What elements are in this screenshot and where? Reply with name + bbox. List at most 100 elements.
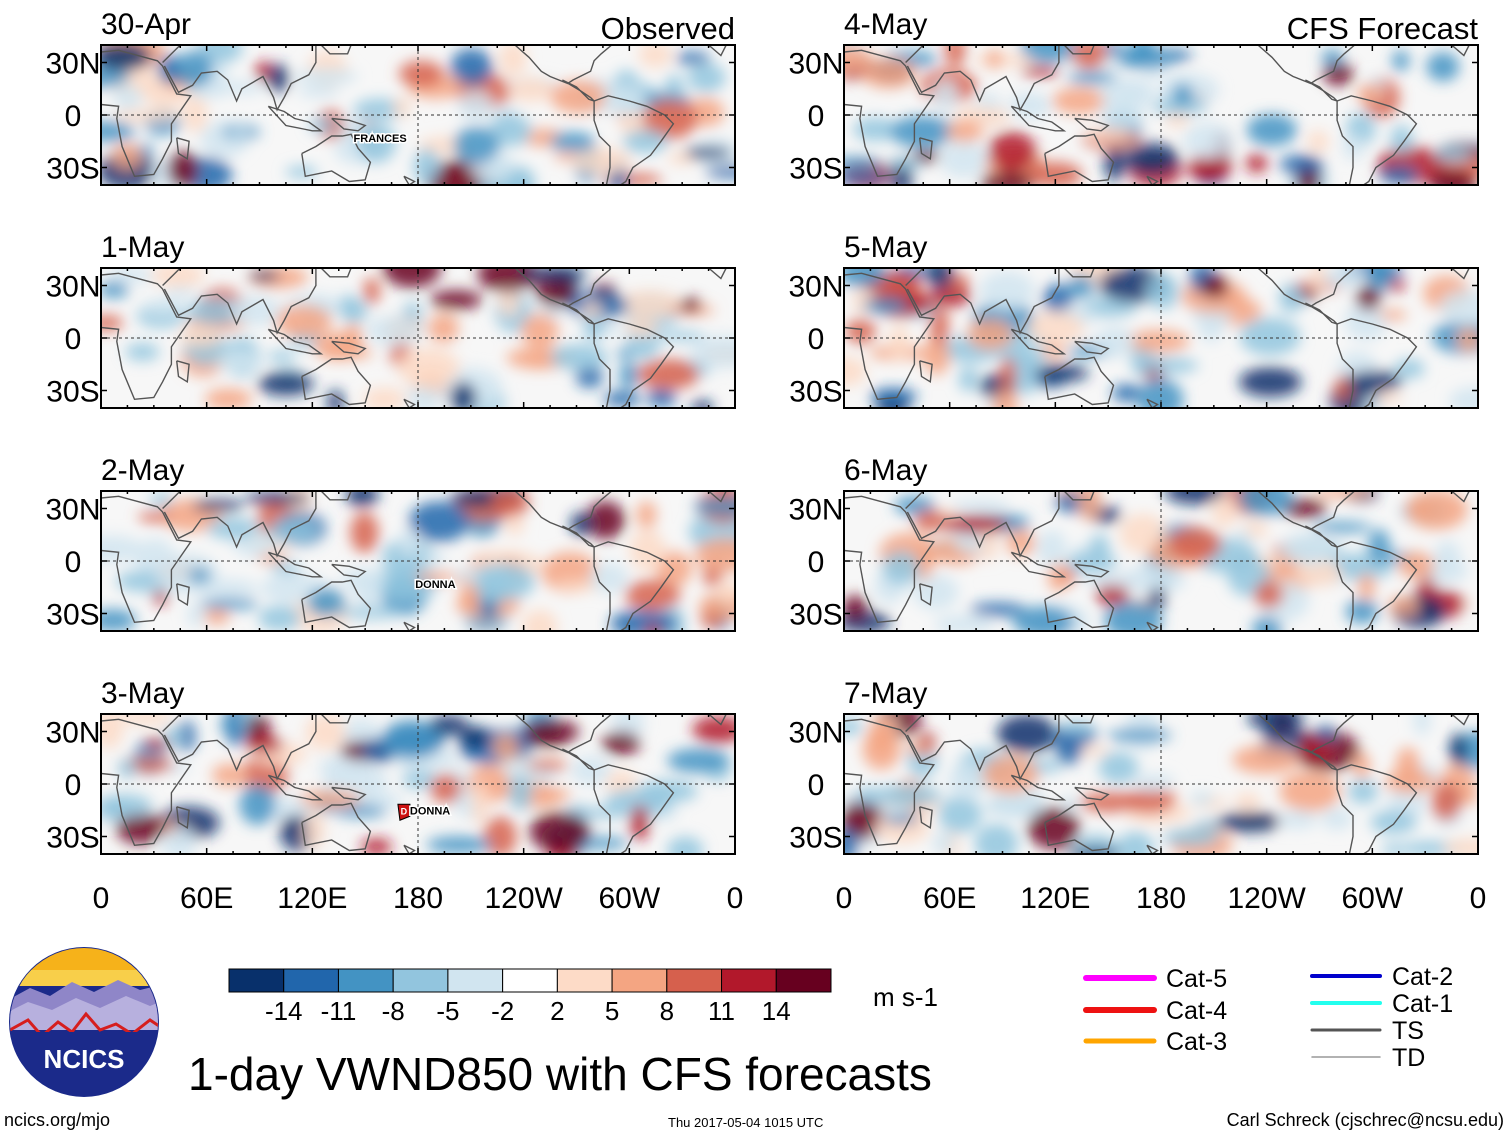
contour-blob [1006,529,1036,557]
coastline [844,49,936,178]
contour-blob [1435,148,1473,163]
contour-blob [1310,268,1328,293]
coastline [1010,774,1067,801]
coastline [919,137,933,160]
contour-blob [992,387,1018,408]
contour-blob [844,268,886,288]
contour-blob [694,537,735,573]
contour-blob [216,351,265,374]
colorbar-tick-label: -8 [382,996,405,1026]
coastline [320,714,352,724]
contour-blob [490,491,530,518]
colorbar-swatch [721,968,777,993]
coastline [1161,714,1470,754]
contour-blob [522,609,558,631]
contour-blob [1149,587,1167,609]
contour-blob [1077,491,1101,521]
colorbar-tick-label: 5 [605,996,619,1026]
contour-blob [1279,155,1324,174]
panel-date-label: 30-Apr [101,8,191,41]
coastline [162,714,317,781]
contour-blob [296,86,340,98]
y-tick-label: 30N [45,494,100,527]
contour-blob [629,529,666,572]
contour-blob [948,761,988,801]
contour-blob [1131,773,1176,791]
colorbar-swatch [392,968,449,993]
contour-blob [944,45,966,67]
contour-blob [535,272,578,308]
contour-blob [1405,491,1468,530]
contour-blob [149,493,173,506]
coastline [1074,786,1110,801]
legend-label-cat-4: Cat-4 [1166,997,1227,1025]
contour-blob [1042,284,1074,314]
contour-blob [406,384,442,408]
colorbar-tick-label: 11 [708,996,735,1026]
y-tick-label: 0 [808,100,825,133]
contour-blob [1449,732,1468,766]
coastline [1336,318,1418,408]
contour-blob [636,500,657,529]
ncics-logo: NCICS [9,947,159,1097]
coastline [1063,45,1095,55]
coastline [320,45,352,55]
contour-blob [1345,599,1379,624]
contour-blob [1146,273,1180,310]
contour-blob [974,823,1019,854]
wind-field [101,714,735,854]
coastline [403,844,416,854]
coastline [1161,268,1470,308]
coastline [1010,551,1067,578]
contour-blob [308,117,337,133]
contour-blob [398,60,444,87]
y-tick-label: 30S [789,822,842,855]
legend-label-cat-5: Cat-5 [1166,965,1227,993]
contour-blob [113,109,181,123]
field-contours [844,45,1478,185]
contour-blob [338,606,403,619]
coastline [162,491,317,558]
contour-blob [929,306,949,347]
contour-blob [967,319,1014,350]
coastline [844,495,936,624]
coastline [919,583,933,606]
coastline [331,563,367,578]
x-tick-label: 60W [598,882,660,915]
contour-blob [604,788,673,817]
contour-blob [117,758,137,779]
contour-blob [230,127,250,138]
footer-site[interactable]: ncics.org/mjo [4,1110,111,1130]
contour-blob [499,45,527,76]
contour-blob [112,143,143,169]
contour-blob [1378,309,1408,321]
contour-blob [950,499,1010,512]
wind-field [101,45,735,185]
contour-blob [363,387,407,408]
contour-blob [350,512,379,553]
contour-blob [1247,714,1305,730]
contour-blob [1030,364,1089,382]
contour-blob [1104,146,1126,181]
legend-label-ts: TS [1392,1017,1424,1045]
contour-blob [1095,582,1130,607]
contour-blob [570,755,611,786]
contour-blob [267,63,290,93]
contour-blob [174,50,214,88]
contour-blob [1238,491,1293,517]
coastline [919,360,933,383]
contour-blob [1429,169,1477,185]
coastline [1074,340,1110,355]
contour-blob [244,491,311,505]
contour-blob [192,499,245,512]
contour-blob [1386,278,1406,292]
contour-blob [1183,122,1234,159]
contour-blob [458,90,494,122]
coastline [905,268,1060,335]
contour-blob [483,816,517,854]
contour-blob [581,301,603,319]
coastline [1146,175,1159,185]
contour-blob [844,356,867,387]
